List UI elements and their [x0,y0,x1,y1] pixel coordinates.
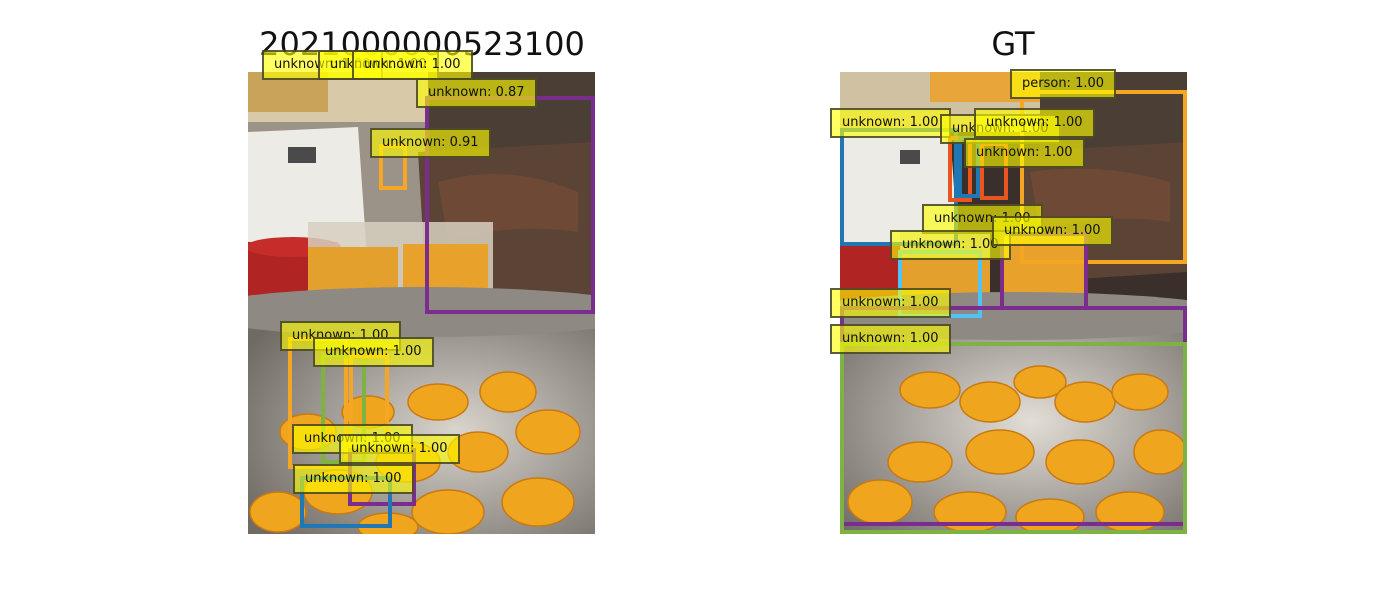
detection-label: unknown: 1.00 [964,138,1085,168]
detection-label: unknown: 1.00 [830,288,951,318]
detection-label: unknown: 1.00 [352,50,473,80]
detection-label: unknown: 0.87 [416,78,537,108]
left-panel: unknown: 1.00 unknown: 1.00 unknown: 1.0… [248,50,595,534]
detection-label: unknown: 1.00 [830,324,951,354]
right-panel-title: GT [991,25,1035,63]
detection-label: unknown: 1.00 [339,434,460,464]
detection-box [840,342,1187,534]
detection-label: unknown: 1.00 [992,216,1113,246]
detection-label: unknown: 1.00 [313,337,434,367]
detection-label: unknown: 1.00 [974,108,1095,138]
kitchen-photo-left [248,72,595,534]
right-panel: person: 1.00 unknown: 1.00 unknown: 1.00… [830,69,1187,534]
detection-label: unknown: 0.91 [370,128,491,158]
detection-label: person: 1.00 [1010,69,1117,99]
detection-label: unknown: 1.00 [293,464,414,494]
left-photo [248,72,595,534]
detection-label: unknown: 1.00 [830,108,951,138]
